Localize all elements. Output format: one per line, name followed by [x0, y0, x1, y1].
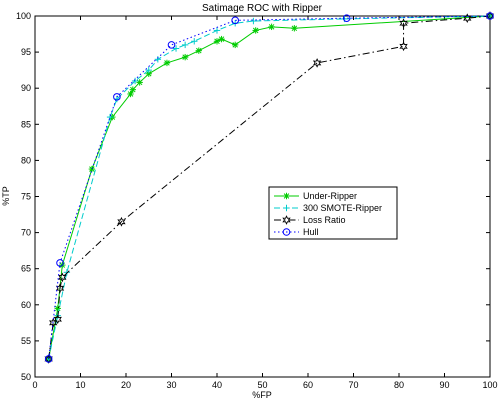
- data-point: [191, 38, 198, 45]
- plot-frame: [34, 15, 491, 378]
- series-line: [48, 15, 491, 360]
- y-tick-label: 85: [21, 119, 31, 129]
- y-tick-label: 90: [21, 83, 31, 93]
- x-tick-label: 20: [121, 380, 131, 390]
- data-point: [181, 53, 189, 61]
- data-point: [56, 259, 64, 267]
- series-layer: [44, 11, 495, 364]
- data-point: [63, 269, 71, 276]
- legend: Under-Ripper 300 SMOTE-Ripper Loss Ratio Hu…: [268, 186, 398, 240]
- data-point: [106, 113, 114, 121]
- data-point: [195, 47, 202, 54]
- data-point: [218, 35, 225, 43]
- data-point: [88, 165, 96, 173]
- y-tick-label: 95: [21, 47, 31, 57]
- legend-entry: Hull: [274, 227, 319, 237]
- data-point: [232, 41, 239, 49]
- data-point: [486, 12, 494, 20]
- y-tick-label: 65: [21, 264, 31, 274]
- data-point: [181, 41, 189, 49]
- legend-entry: Loss Ratio: [274, 215, 346, 225]
- data-point: [250, 17, 257, 25]
- data-point: [145, 66, 152, 74]
- legend-entry: Under-Ripper: [274, 191, 357, 201]
- y-tick-label: 80: [21, 155, 31, 165]
- y-tick-label: 60: [21, 300, 31, 310]
- y-tick-label: 70: [21, 228, 31, 238]
- x-tick-label: 60: [303, 380, 313, 390]
- legend-label: Hull: [303, 227, 319, 237]
- y-axis-ticks: 50 55 60 65 70 75 80 85 90 95 100: [16, 11, 490, 382]
- legend-marker: [283, 192, 290, 200]
- data-point: [399, 41, 408, 52]
- legend-marker: [282, 215, 291, 225]
- x-tick-label: 50: [257, 380, 267, 390]
- data-point: [167, 41, 176, 49]
- x-tick-label: 70: [348, 380, 358, 390]
- data-point: [291, 25, 298, 32]
- legend-label: Loss Ratio: [303, 215, 346, 225]
- x-tick-label: 90: [439, 380, 449, 390]
- x-tick-label: 0: [32, 380, 37, 390]
- data-point: [399, 18, 408, 29]
- legend-entry: 300 SMOTE-Ripper: [274, 203, 382, 213]
- data-point: [131, 77, 139, 85]
- legend-label: 300 SMOTE-Ripper: [303, 203, 382, 213]
- y-tick-label: 55: [21, 336, 31, 346]
- legend-label: Under-Ripper: [303, 191, 357, 201]
- data-point: [172, 45, 180, 52]
- x-axis-label: %FP: [252, 390, 272, 400]
- chart-title: Satimage ROC with Ripper: [202, 3, 323, 14]
- x-tick-label: 100: [482, 380, 497, 390]
- data-point: [44, 355, 53, 363]
- y-tick-label: 100: [16, 11, 31, 21]
- series-under-ripper: [45, 12, 494, 363]
- x-tick-label: 30: [166, 380, 176, 390]
- x-tick-label: 10: [75, 380, 85, 390]
- data-point: [213, 27, 221, 34]
- data-point: [129, 86, 137, 93]
- x-tick-label: 80: [394, 380, 404, 390]
- data-point: [252, 27, 259, 34]
- y-axis-label: %TP: [1, 186, 11, 206]
- data-point: [54, 305, 61, 312]
- series-line: [48, 15, 491, 360]
- data-point: [53, 314, 62, 325]
- x-tick-label: 40: [212, 380, 222, 390]
- legend-marker: [282, 228, 291, 236]
- data-point: [113, 93, 121, 101]
- data-point: [55, 283, 65, 294]
- legend-marker: [283, 204, 290, 212]
- series-line: [48, 15, 491, 360]
- series-hull: [44, 12, 494, 363]
- data-point: [117, 216, 126, 227]
- data-point: [163, 59, 171, 67]
- plot-area: [34, 15, 491, 378]
- data-point: [268, 23, 275, 31]
- data-point: [136, 79, 143, 86]
- data-point: [342, 14, 351, 22]
- y-tick-label: 50: [21, 372, 31, 382]
- y-tick-label: 75: [21, 192, 31, 202]
- data-point: [312, 58, 322, 68]
- data-point: [231, 16, 239, 25]
